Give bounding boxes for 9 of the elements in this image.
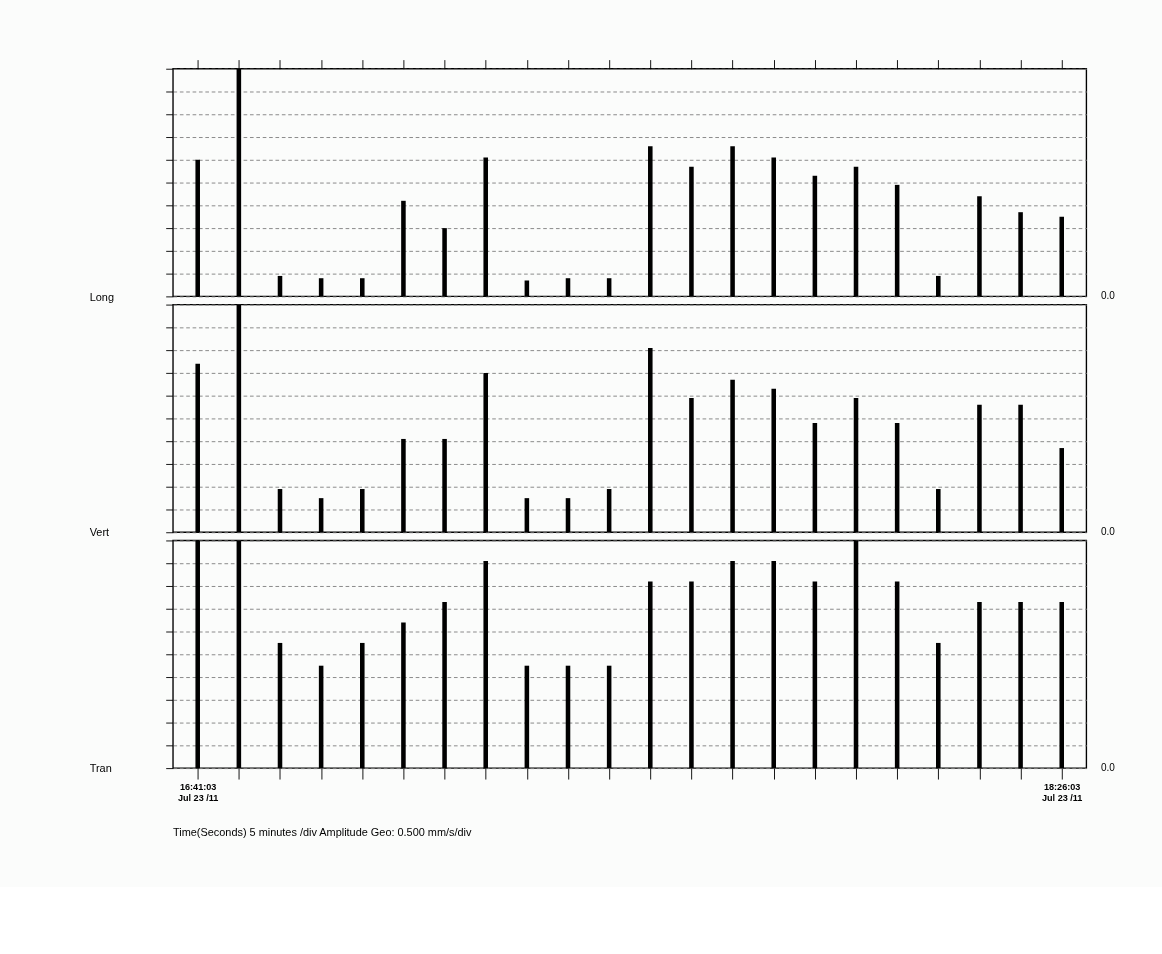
y-axis-title: Vert xyxy=(89,526,110,539)
y-axis-title: Long xyxy=(89,290,114,303)
x-tick-label: 16:41:03 Jul 23 /11 xyxy=(177,782,219,804)
y-axis-title: Tran xyxy=(89,762,112,775)
text: Time(Seconds) 5 minutes /div Amplitude Geo: 0.500 mm/s/div xyxy=(173,825,472,838)
text: 0.0 xyxy=(1100,761,1116,773)
text: 0.0 xyxy=(1100,290,1116,302)
text: 0.0 xyxy=(1100,526,1116,538)
x-tick-label: 18:26:03 Jul 23 /11 xyxy=(1041,782,1083,804)
